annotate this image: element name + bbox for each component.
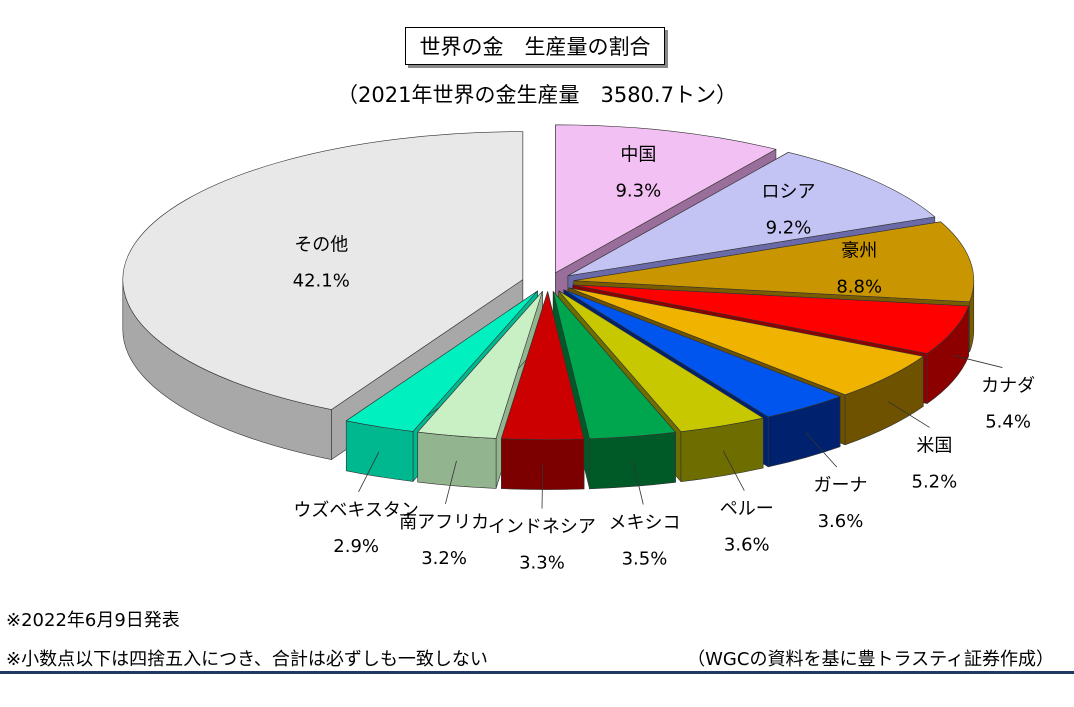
pie-slice-4 xyxy=(572,284,969,354)
leader-line-9 xyxy=(541,464,544,509)
leader-line-11 xyxy=(358,451,380,493)
slice-value-label-9: 3.3% xyxy=(519,553,565,574)
pie-slice-9 xyxy=(501,291,585,440)
slice-value-label-8: 3.5% xyxy=(622,549,668,570)
slice-label-1: 中国 xyxy=(620,145,656,166)
pie-slice-3 xyxy=(573,221,975,303)
slice-label-11: ウズベキスタン xyxy=(293,500,418,521)
pie-slice-7 xyxy=(558,290,764,432)
slice-value-label-11: 2.9% xyxy=(333,536,379,557)
pie-slice-10 xyxy=(417,291,543,439)
slice-label-12: その他 xyxy=(294,235,348,256)
slice-label-2: ロシア xyxy=(762,181,816,202)
leader-line-4 xyxy=(953,355,1003,368)
slice-label-8: メキシコ xyxy=(608,513,680,534)
pie-slice-11 xyxy=(345,290,538,432)
slice-value-label-3: 8.8% xyxy=(836,277,882,298)
source-note: （WGCの資料を基に豊トラスティ証券作成） xyxy=(687,649,1054,670)
slice-label-7: ペルー xyxy=(720,499,774,520)
slice-label-10: 南アフリカ xyxy=(399,512,489,533)
release-date-note: ※2022年6月9日発表 xyxy=(6,610,180,631)
slice-label-6: ガーナ xyxy=(813,475,867,496)
slice-value-label-10: 3.2% xyxy=(421,548,467,569)
slice-value-label-1: 9.3% xyxy=(615,181,661,202)
leader-line-5 xyxy=(888,401,930,428)
chart-subtitle: （2021年世界の金生産量 3580.7トン） xyxy=(337,83,737,107)
pie-slice-8 xyxy=(552,291,676,440)
pie-slice-2 xyxy=(567,152,936,277)
pie-slice-6 xyxy=(563,289,841,418)
slice-value-label-6: 3.6% xyxy=(818,511,864,532)
pie-slice-5 xyxy=(568,287,924,396)
pie-labels: 中国 9.3% ロシア 9.2% 豪州 8.8% カナダ 5.4% 米国 5.2% ガーナ 3.6% ペ… xyxy=(293,145,1035,574)
chart-title: 世界の金 生産量の割合 xyxy=(405,27,665,65)
pie-slice-1 xyxy=(555,124,777,274)
slice-label-5: 米国 xyxy=(916,435,952,456)
leader-line-8 xyxy=(632,461,644,505)
slice-value-label-5: 5.2% xyxy=(912,471,958,492)
pie-slice-12 xyxy=(122,131,524,410)
slice-label-3: 豪州 xyxy=(841,241,877,262)
leader-line-7 xyxy=(722,450,745,491)
slice-label-4: カナダ xyxy=(981,376,1035,397)
slice-value-label-12: 42.1% xyxy=(293,271,350,292)
pie-tops xyxy=(122,124,975,440)
footer-divider xyxy=(0,671,1074,674)
slice-label-9: インドネシア xyxy=(488,517,596,538)
slice-value-label-2: 9.2% xyxy=(766,217,812,238)
leader-line-6 xyxy=(805,432,838,468)
leader-line-10 xyxy=(445,460,457,504)
rounding-note: ※小数点以下は四捨五入につき、合計は必ずしも一致しない xyxy=(6,649,488,670)
slice-value-label-7: 3.6% xyxy=(724,535,770,556)
slice-value-label-4: 5.4% xyxy=(985,412,1031,433)
chart-title-text: 世界の金 生産量の割合 xyxy=(419,35,651,59)
